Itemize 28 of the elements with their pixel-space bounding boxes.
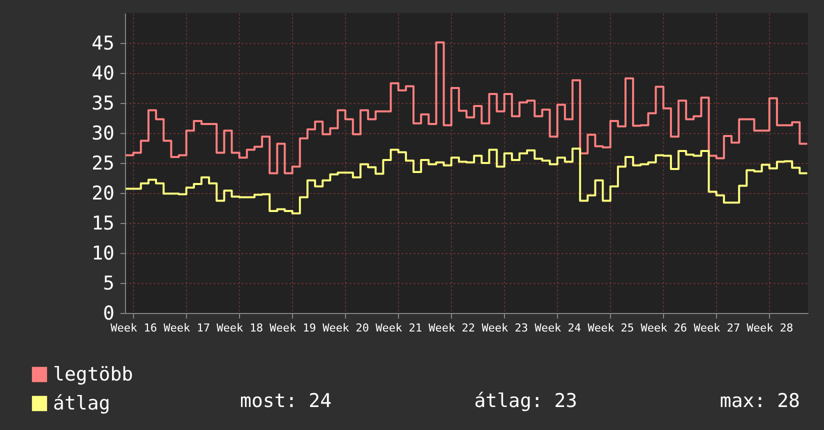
x-tick-label: Week 28 <box>746 322 794 334</box>
x-tick-label: Week 22 <box>428 322 476 334</box>
x-tick-label: Week 17 <box>164 322 210 334</box>
y-tick-label: 10 <box>92 242 114 264</box>
legend-label: átlag <box>53 392 110 414</box>
text: átlag: 23 <box>474 390 578 412</box>
y-tick-label: 40 <box>92 62 114 84</box>
x-tick-label: Week 18 <box>216 322 264 334</box>
x-tick-label: Week 24 <box>534 322 582 334</box>
text: most: 24 <box>240 390 332 412</box>
y-tick-label: 25 <box>92 152 114 174</box>
x-tick-label: Week 16 <box>110 322 158 334</box>
x-tick-label: Week 21 <box>376 322 422 334</box>
x-tick-label: Week 25 <box>588 322 634 334</box>
y-tick-label: 5 <box>103 272 114 294</box>
x-tick-label: Week 26 <box>640 322 688 334</box>
x-tick-label: Week 23 <box>482 322 528 334</box>
legend-label: legtöbb <box>53 364 134 386</box>
x-tick-label: Week 19 <box>270 322 316 334</box>
y-tick-label: 15 <box>92 212 114 234</box>
y-tick-label: 45 <box>92 32 114 54</box>
x-tick-label: Week 20 <box>322 322 370 334</box>
y-tick-label: 0 <box>103 302 114 324</box>
y-tick-label: 30 <box>92 122 114 144</box>
x-tick-label: Week 27 <box>694 322 740 334</box>
y-tick-label: 20 <box>92 182 114 204</box>
y-tick-label: 35 <box>92 92 114 114</box>
text: max: 28 <box>720 390 800 412</box>
